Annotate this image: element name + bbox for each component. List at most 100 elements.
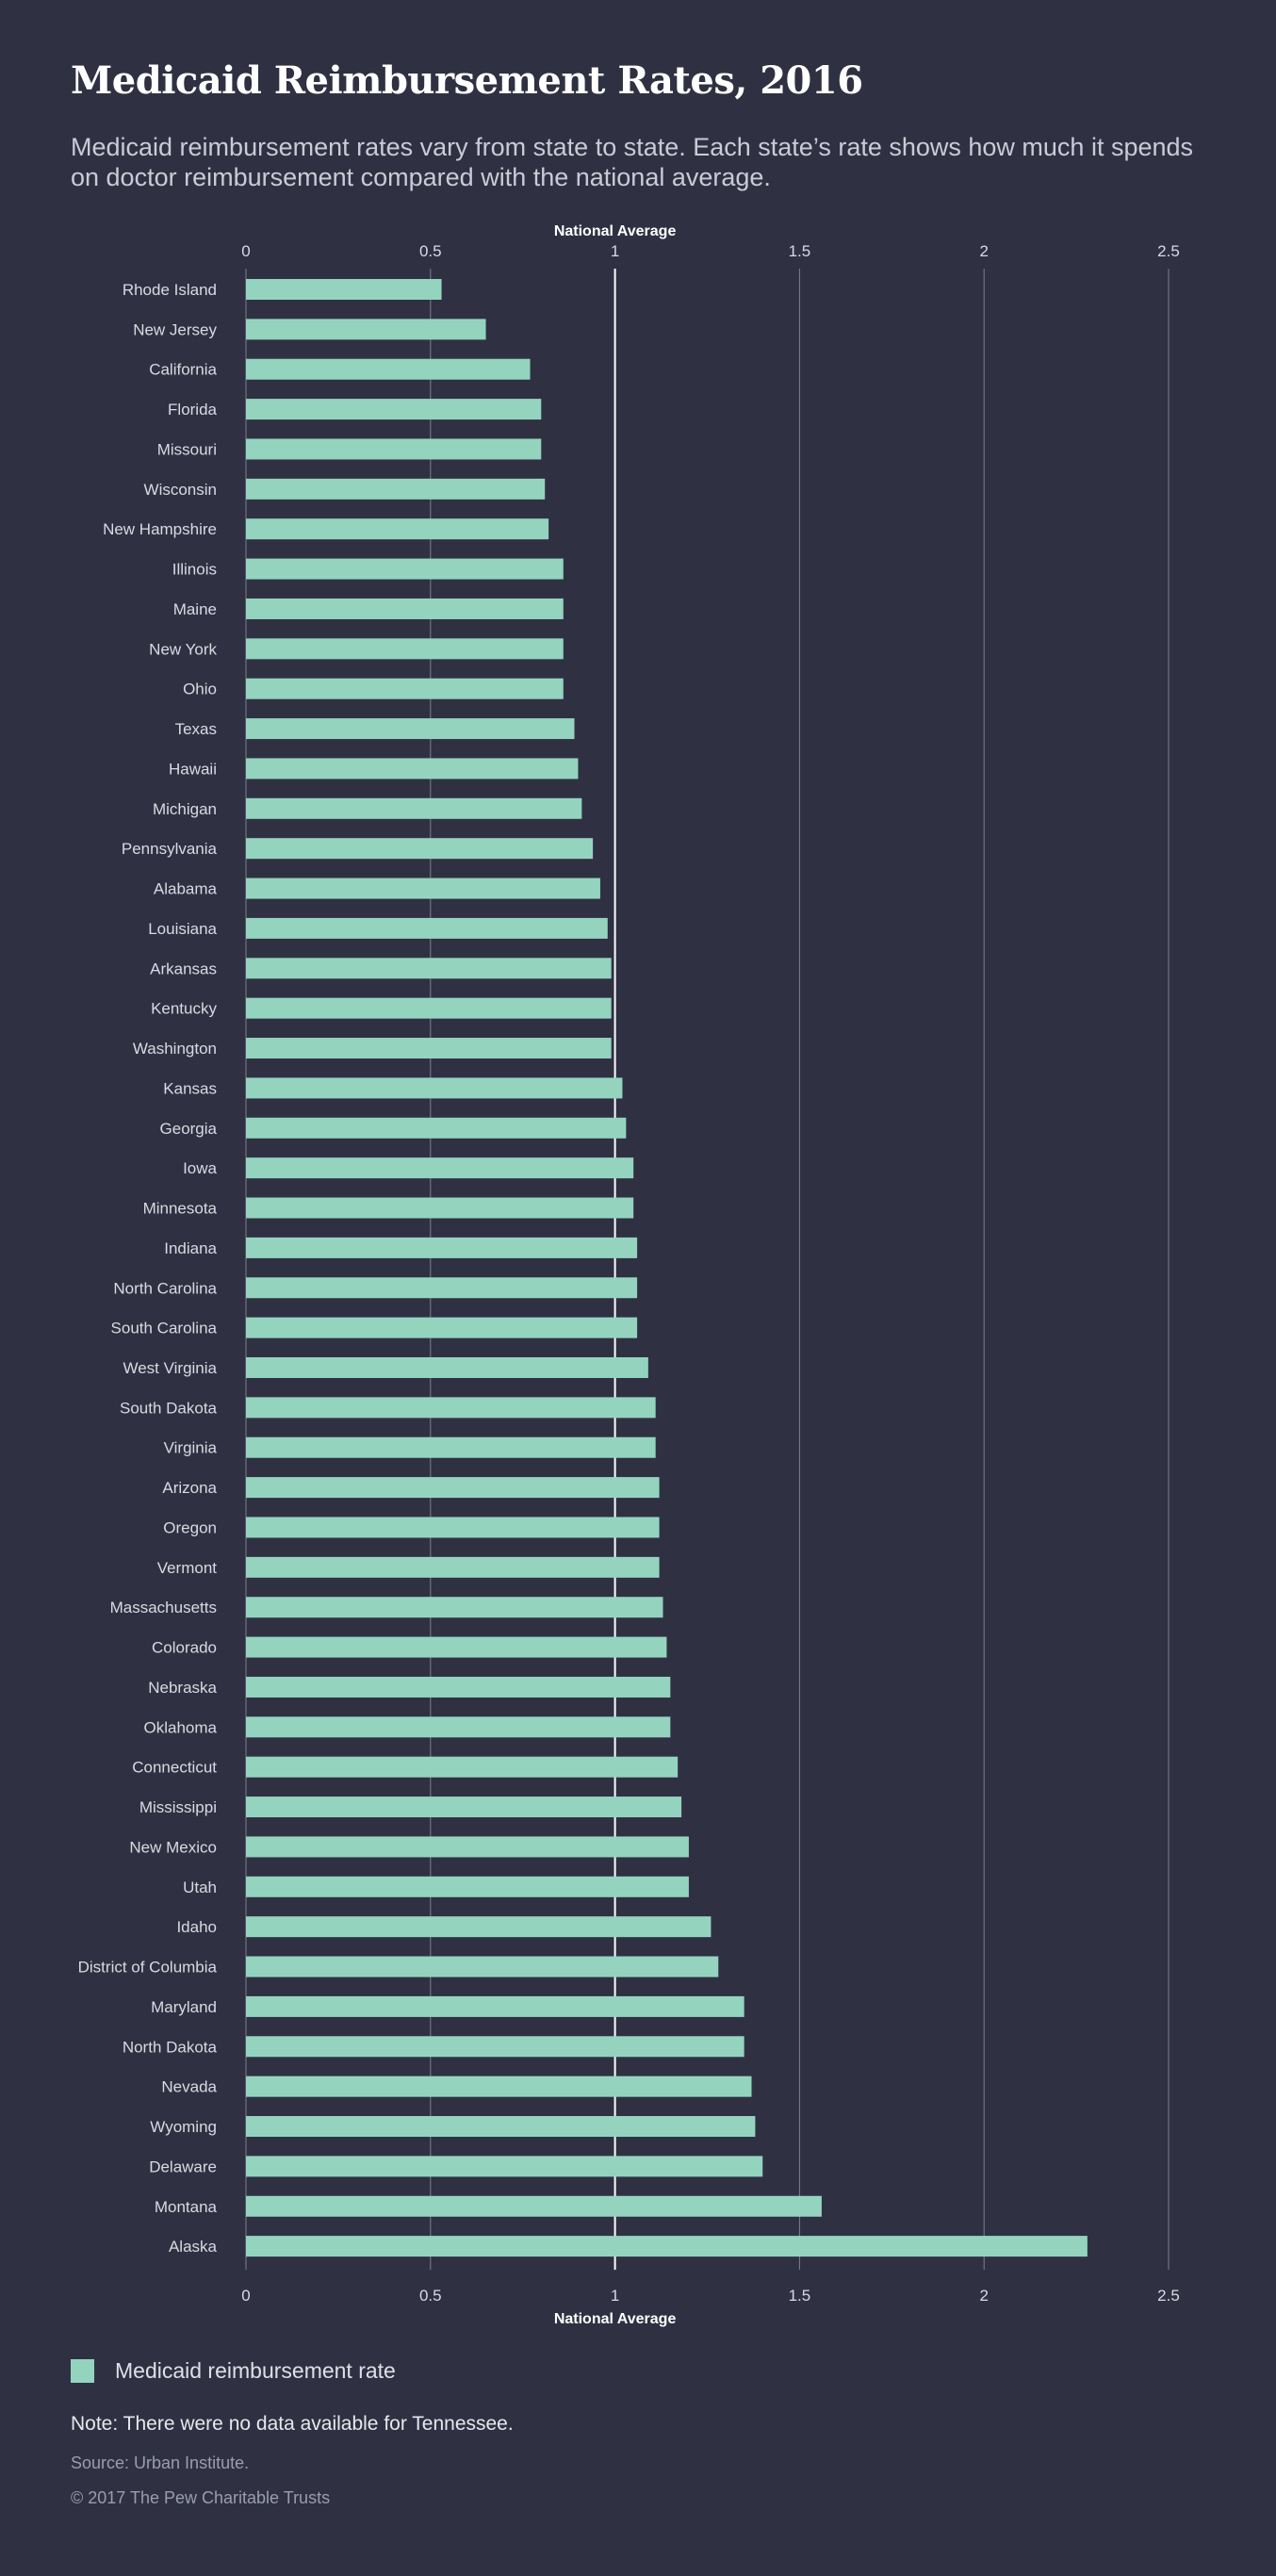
category-label: Massachusetts [110,1599,217,1616]
bar [246,438,542,460]
bar [246,917,608,939]
bar [246,1157,634,1179]
bar [246,558,564,580]
bar [246,319,486,340]
category-label: Florida [168,401,218,418]
bar [246,1836,689,1858]
x-tick-label-bottom: 2.5 [1157,2287,1180,2305]
chart-title: Medicaid Reimbursement Rates, 2016 [71,58,863,103]
legend-swatch [71,2359,94,2383]
category-label: Rhode Island [123,281,217,299]
copyright: © 2017 The Pew Charitable Trusts [71,2488,331,2507]
category-label: Washington [133,1040,217,1058]
category-label: Wyoming [150,2118,217,2136]
x-tick-label-top: 1 [611,242,619,260]
bar [246,1716,671,1738]
category-label: New Jersey [133,320,217,338]
category-label: Kansas [163,1079,217,1097]
bar [246,1397,656,1419]
category-label: New York [149,640,217,658]
bar [246,358,531,380]
bar [246,1477,660,1499]
category-label: Idaho [176,1918,217,1936]
bar [246,1995,744,2017]
category-label: Nebraska [148,1679,217,1697]
category-label: Vermont [157,1559,218,1577]
category-label: Minnesota [143,1200,218,1218]
bar [246,797,582,819]
bar [246,478,546,500]
bar [246,1676,671,1698]
bar [246,638,564,660]
x-tick-label-bottom: 2 [979,2287,988,2305]
category-label: Missouri [157,440,217,458]
bar [246,1197,634,1219]
bar [246,997,612,1019]
category-label: Pennsylvania [122,840,218,858]
category-label: Arkansas [150,960,217,977]
bar [246,2116,756,2138]
bar [246,2076,752,2097]
bar [246,878,600,899]
bar [246,1356,648,1378]
footnote: Note: There were no data available for T… [71,2413,514,2435]
bar [246,598,564,619]
category-label: Delaware [149,2158,217,2175]
category-label: District of Columbia [78,1959,218,1977]
bar [246,1517,660,1538]
bar-chart: 0 0 0.5 0.5 1 1 1.5 1.5 2 2 2.5 2.5 National Average… [78,223,1180,2327]
category-label: California [149,361,217,379]
category-label: North Dakota [123,2038,218,2056]
chart-subtitle: Medicaid reimbursement rates vary from s… [71,133,1194,191]
x-tick-label-top: 0.5 [419,242,442,260]
bar [246,1916,712,1938]
legend-label: Medicaid reimbursement rate [115,2358,396,2383]
x-tick-label-bottom: 1 [611,2287,619,2305]
category-label: Alabama [154,880,218,898]
bar [246,1797,682,1818]
category-label: Illinois [172,561,217,579]
category-label: Iowa [183,1159,217,1177]
bar [246,1636,667,1658]
category-label: South Carolina [111,1320,218,1337]
bar [246,1117,627,1139]
x-tick-label-bottom: 0.5 [419,2287,442,2305]
category-label: Connecticut [132,1759,217,1777]
reference-label-top: National Average [554,223,677,239]
bar [246,279,442,300]
x-tick-label-top: 1.5 [789,242,811,260]
bar [246,718,575,740]
category-label: South Dakota [120,1399,218,1417]
category-label: New Hampshire [103,520,217,538]
bar [246,1956,719,1977]
category-label: Georgia [160,1120,218,1138]
bar [246,1876,689,1897]
category-label: Texas [175,720,217,738]
bar [246,678,564,699]
bar [246,399,542,420]
category-label: Oklahoma [144,1718,218,1736]
bar [246,1756,679,1778]
reference-label-bottom: National Average [554,2311,677,2327]
category-label: Kentucky [151,1000,217,1018]
category-label: Arizona [162,1479,217,1497]
category-label: Mississippi [139,1798,217,1816]
x-tick-label-bottom: 1.5 [789,2287,811,2305]
x-tick-label-bottom: 0 [241,2287,250,2305]
bar [246,1038,612,1059]
category-label: Maryland [151,1998,217,2016]
bar [246,1556,660,1578]
bar [246,1077,623,1099]
legend: Medicaid reimbursement rate [71,2358,396,2384]
x-tick-label-top: 2.5 [1157,242,1180,260]
category-label: Utah [183,1879,217,1896]
x-tick-label-top: 2 [979,242,988,260]
category-label: Alaska [169,2238,218,2256]
bar [246,1317,638,1338]
category-label: Oregon [163,1518,217,1536]
source-credit: Source: Urban Institute. [71,2453,250,2472]
bar [246,518,549,540]
bar [246,2036,744,2058]
bar [246,2156,763,2177]
category-label: Michigan [153,800,217,818]
